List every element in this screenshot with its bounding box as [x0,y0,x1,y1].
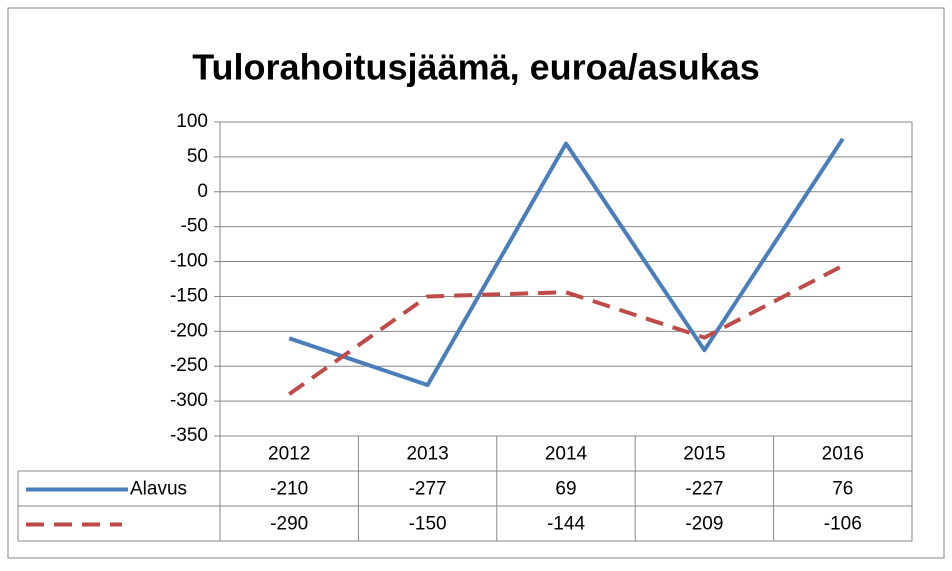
table-value: -277 [409,479,447,500]
y-tick-label: 50 [187,146,208,167]
table-value: -150 [409,514,447,535]
table-value: -227 [685,479,723,500]
series-line [288,263,844,396]
x-tick-label: 2014 [545,444,588,465]
x-tick-label: 2016 [822,444,864,465]
y-tick-label: -50 [181,216,208,237]
series-line [288,137,845,388]
y-tick-label: -100 [170,251,208,272]
y-tick-label: 0 [197,181,208,202]
y-tick-label: -150 [170,285,208,306]
y-tick-label: -250 [170,355,208,376]
chart-title: Tulorahoitusjäämä, euroa/asukas [192,47,760,88]
table-value: -144 [547,514,585,535]
table-value: 69 [555,479,576,500]
y-tick-label: -350 [170,425,208,446]
y-tick-label: -300 [170,390,208,411]
table-value: -106 [824,514,862,535]
y-tick-label: 100 [176,111,208,132]
x-tick-label: 2015 [683,444,725,465]
table-value: -209 [685,514,723,535]
table-value: 76 [832,479,853,500]
table-value: -210 [270,479,308,500]
x-tick-label: 2013 [406,444,448,465]
y-tick-label: -200 [170,320,208,341]
x-tick-label: 2012 [268,444,310,465]
chart-border [7,7,945,559]
table-value: -290 [270,514,308,535]
legend-label: Alavus [130,479,187,500]
